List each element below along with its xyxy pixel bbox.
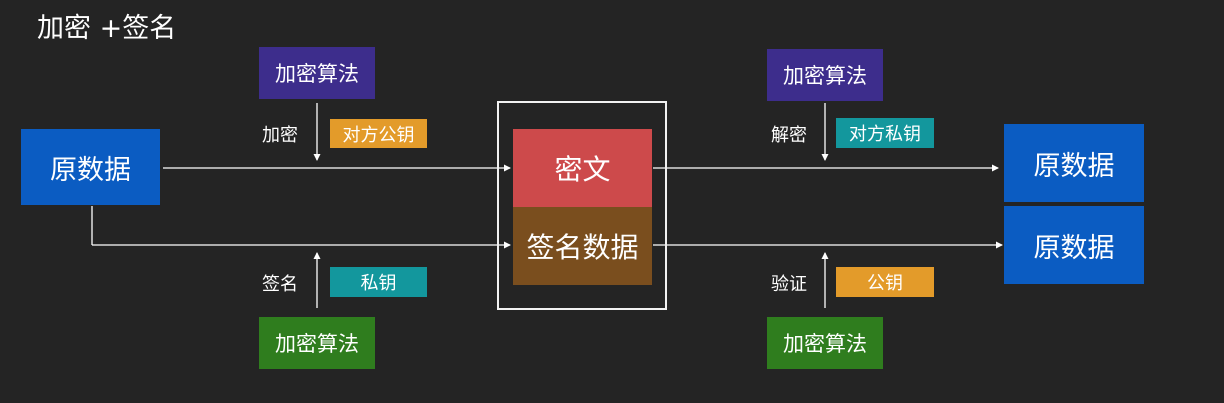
encryption-algorithm-box-bottom-right: 加密算法: [767, 317, 883, 369]
recipient-private-key-badge: 对方私钥: [836, 118, 934, 148]
signature-data-box: 签名数据: [513, 207, 652, 285]
output-data-box-top: 原数据: [1004, 124, 1144, 202]
encryption-algorithm-box-top-left: 加密算法: [259, 47, 375, 99]
decrypt-label: 解密: [771, 125, 807, 146]
public-key-badge: 公钥: [836, 267, 934, 297]
recipient-public-key-badge: 对方公钥: [330, 119, 427, 148]
diagram-title: 加密 +签名: [37, 13, 177, 44]
center-container: [497, 101, 667, 310]
encryption-algorithm-box-bottom-left: 加密算法: [259, 317, 375, 369]
sign-label: 签名: [262, 274, 298, 295]
ciphertext-box: 密文: [513, 129, 652, 207]
encryption-algorithm-box-top-right: 加密算法: [767, 49, 883, 101]
encrypt-label: 加密: [262, 125, 298, 146]
private-key-badge: 私钥: [330, 267, 427, 297]
output-data-box-bottom: 原数据: [1004, 206, 1144, 284]
source-data-box: 原数据: [21, 129, 160, 205]
verify-label: 验证: [771, 274, 807, 295]
